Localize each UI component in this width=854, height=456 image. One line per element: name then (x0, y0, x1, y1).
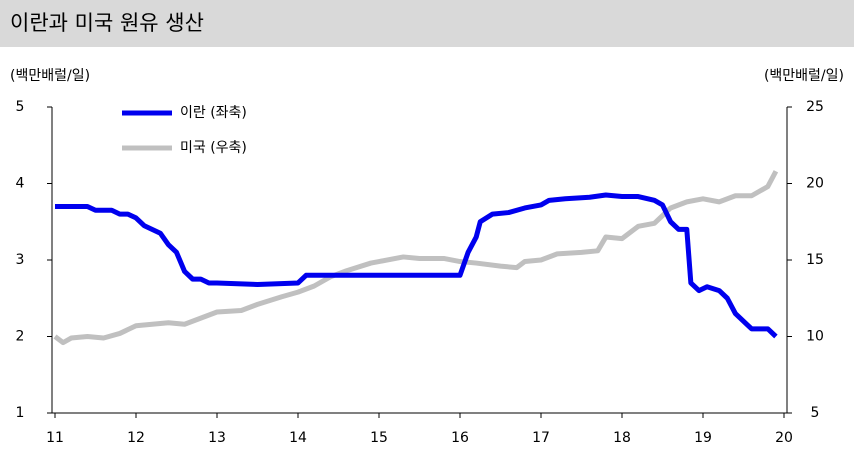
x-tick-label: 19 (694, 430, 712, 446)
legend-label: 미국 (우축) (180, 140, 247, 156)
x-tick-label: 17 (532, 430, 550, 446)
legend-label: 이란 (좌축) (180, 105, 247, 121)
x-tick-label: 16 (451, 430, 469, 446)
x-tick-label: 11 (46, 430, 64, 446)
y-tick-label: 5 (16, 99, 25, 115)
y2-tick-label: 20 (806, 176, 824, 192)
x-tick-label: 20 (775, 430, 793, 446)
x-tick-label: 15 (370, 430, 388, 446)
y-tick-label: 4 (16, 176, 25, 192)
y2-tick-label: 10 (806, 329, 824, 345)
y2-tick-label: 5 (811, 405, 820, 421)
title-bar (0, 0, 854, 47)
series-line (53, 170, 779, 346)
y-axis-label: (백만배럴/일) (10, 68, 90, 84)
y-tick-label: 3 (16, 252, 25, 268)
x-tick-label: 18 (613, 430, 631, 446)
y2-axis-label: (백만배럴/일) (764, 68, 844, 84)
x-tick-label: 12 (127, 430, 145, 446)
x-tick-label: 13 (208, 430, 226, 446)
x-tick-label: 14 (289, 430, 307, 446)
y2-tick-label: 15 (806, 252, 824, 268)
y-tick-label: 1 (16, 405, 25, 421)
y-tick-label: 2 (16, 329, 25, 345)
series-line (55, 192, 778, 339)
y2-tick-label: 25 (806, 99, 824, 115)
chart-title: 이란과 미국 원유 생산 (10, 11, 204, 35)
